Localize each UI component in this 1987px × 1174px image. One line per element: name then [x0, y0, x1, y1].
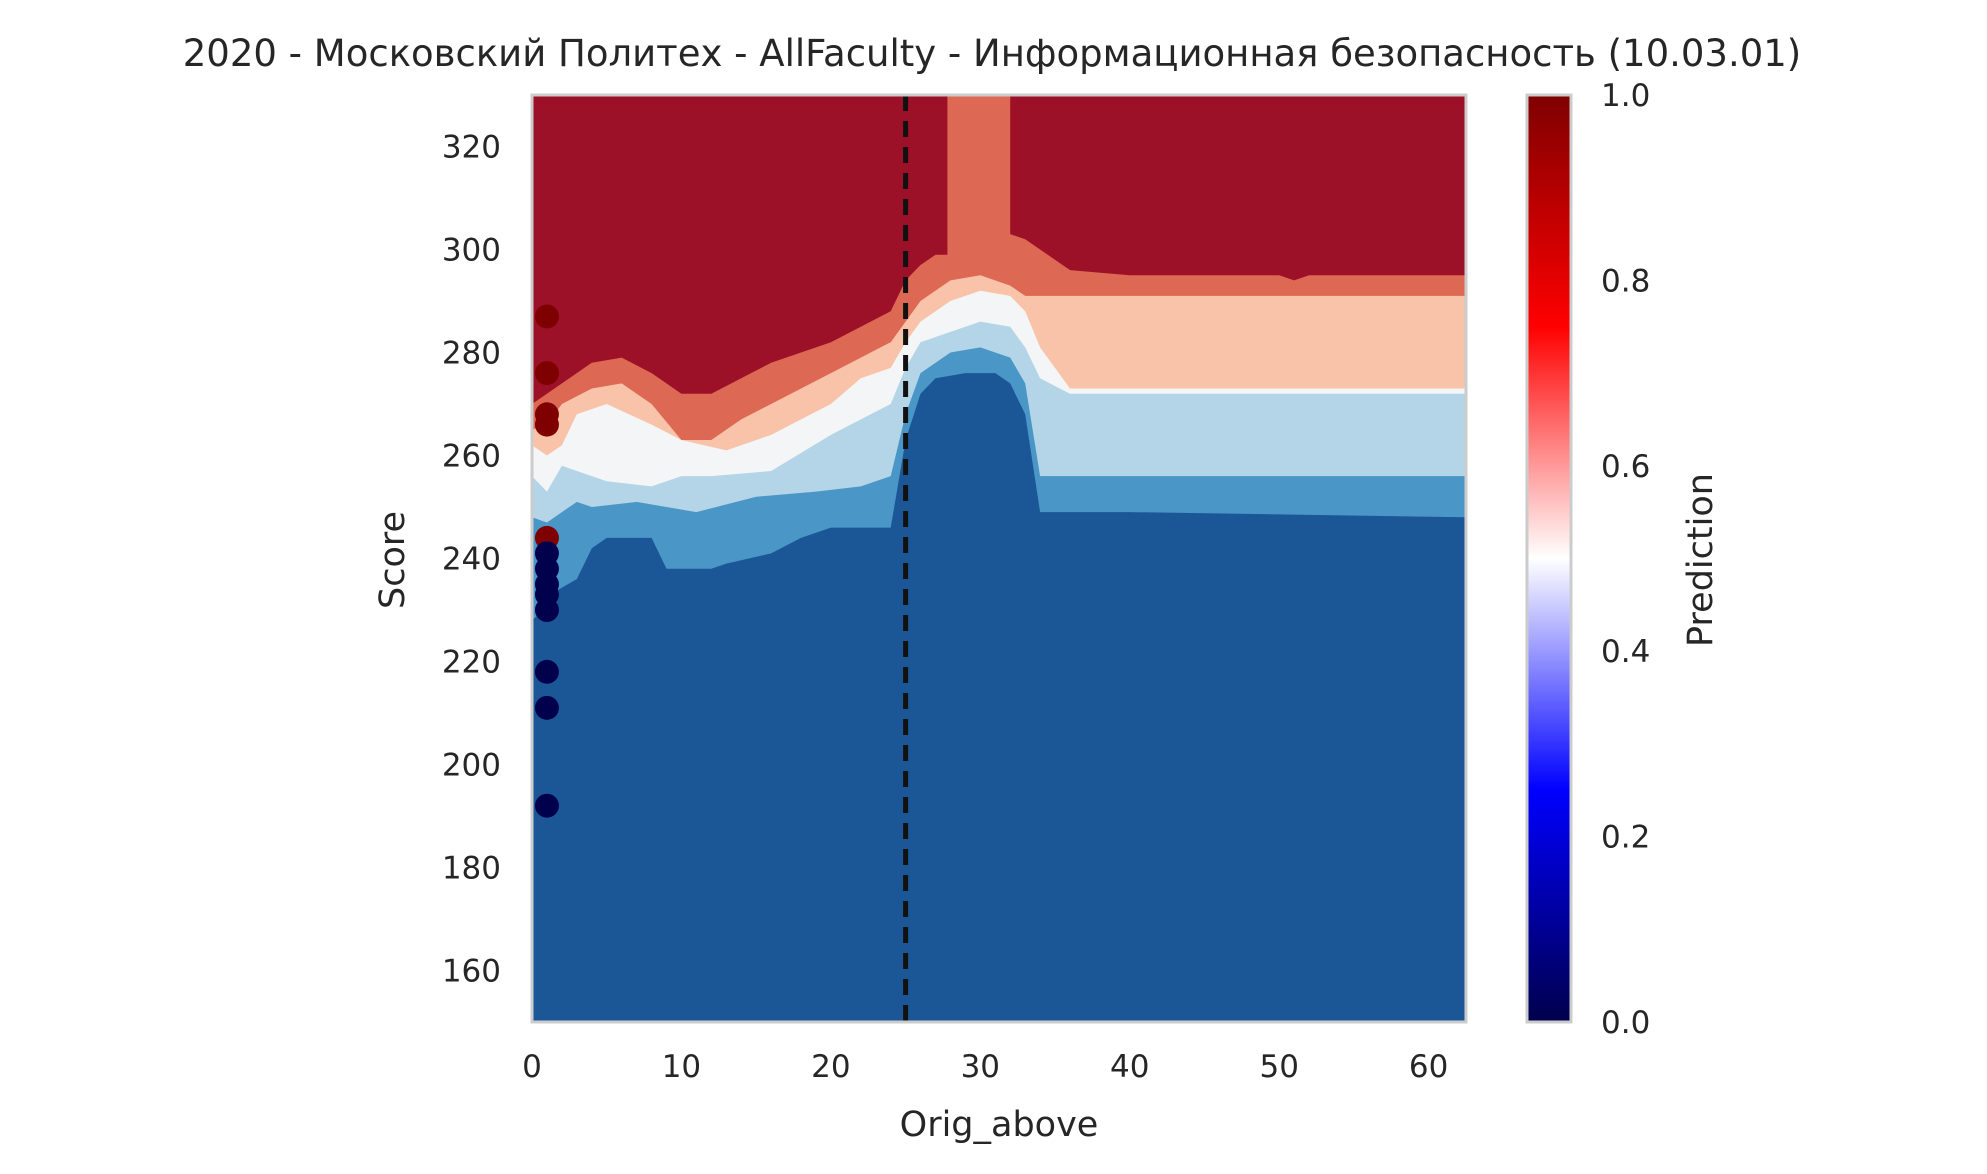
x-tick-label: 60 — [1409, 1049, 1448, 1085]
colorbar-tick-label: 0.0 — [1601, 1005, 1650, 1041]
y-tick-label: 160 — [442, 954, 501, 990]
chart-title: 2020 - Московский Политех - AllFaculty -… — [183, 32, 1801, 75]
y-tick-label: 180 — [442, 851, 501, 887]
y-axis-label: Score — [373, 511, 413, 609]
y-tick-label: 220 — [442, 645, 501, 681]
y-tick-labels: 160 180 200 220 240 260 280 300 320 — [442, 130, 501, 990]
colorbar-tick-label: 0.8 — [1601, 263, 1650, 299]
y-tick-label: 200 — [442, 748, 501, 784]
x-tick-label: 30 — [961, 1049, 1000, 1085]
x-axis-label: Orig_above — [900, 1105, 1099, 1145]
y-tick-label: 240 — [442, 542, 501, 578]
x-tick-label: 0 — [522, 1049, 542, 1085]
colorbar-tick-label: 0.2 — [1601, 820, 1650, 856]
plot-area — [532, 95, 1466, 1022]
x-tick-label: 10 — [662, 1049, 701, 1085]
data-point-10 — [534, 659, 559, 684]
colorbar-tick-label: 0.6 — [1601, 449, 1650, 485]
x-tick-label: 40 — [1110, 1049, 1149, 1085]
x-tick-label: 50 — [1259, 1049, 1298, 1085]
y-tick-label: 260 — [442, 439, 501, 475]
contour-band-6 — [532, 95, 1466, 404]
colorbar — [1525, 93, 1573, 1024]
x-tick-label: 20 — [811, 1049, 850, 1085]
colorbar-tick-label: 0.4 — [1601, 634, 1650, 670]
plot-frame — [530, 93, 1468, 1024]
colorbar-label: Prediction — [1681, 473, 1721, 647]
data-point-9 — [534, 598, 559, 622]
data-point-3 — [534, 412, 559, 437]
data-point-0 — [534, 304, 559, 329]
x-tick-labels: 0 10 20 30 40 50 60 — [522, 1049, 1448, 1085]
colorbar-tick-label: 1.0 — [1601, 78, 1650, 114]
colorbar-tick-labels: 0.0 0.2 0.4 0.6 0.8 1.0 — [1601, 78, 1650, 1041]
y-tick-label: 300 — [442, 233, 501, 269]
y-tick-label: 320 — [442, 130, 501, 166]
y-tick-label: 280 — [442, 336, 501, 372]
data-point-11 — [534, 695, 559, 720]
data-point-1 — [534, 361, 559, 386]
data-point-12 — [534, 793, 559, 818]
